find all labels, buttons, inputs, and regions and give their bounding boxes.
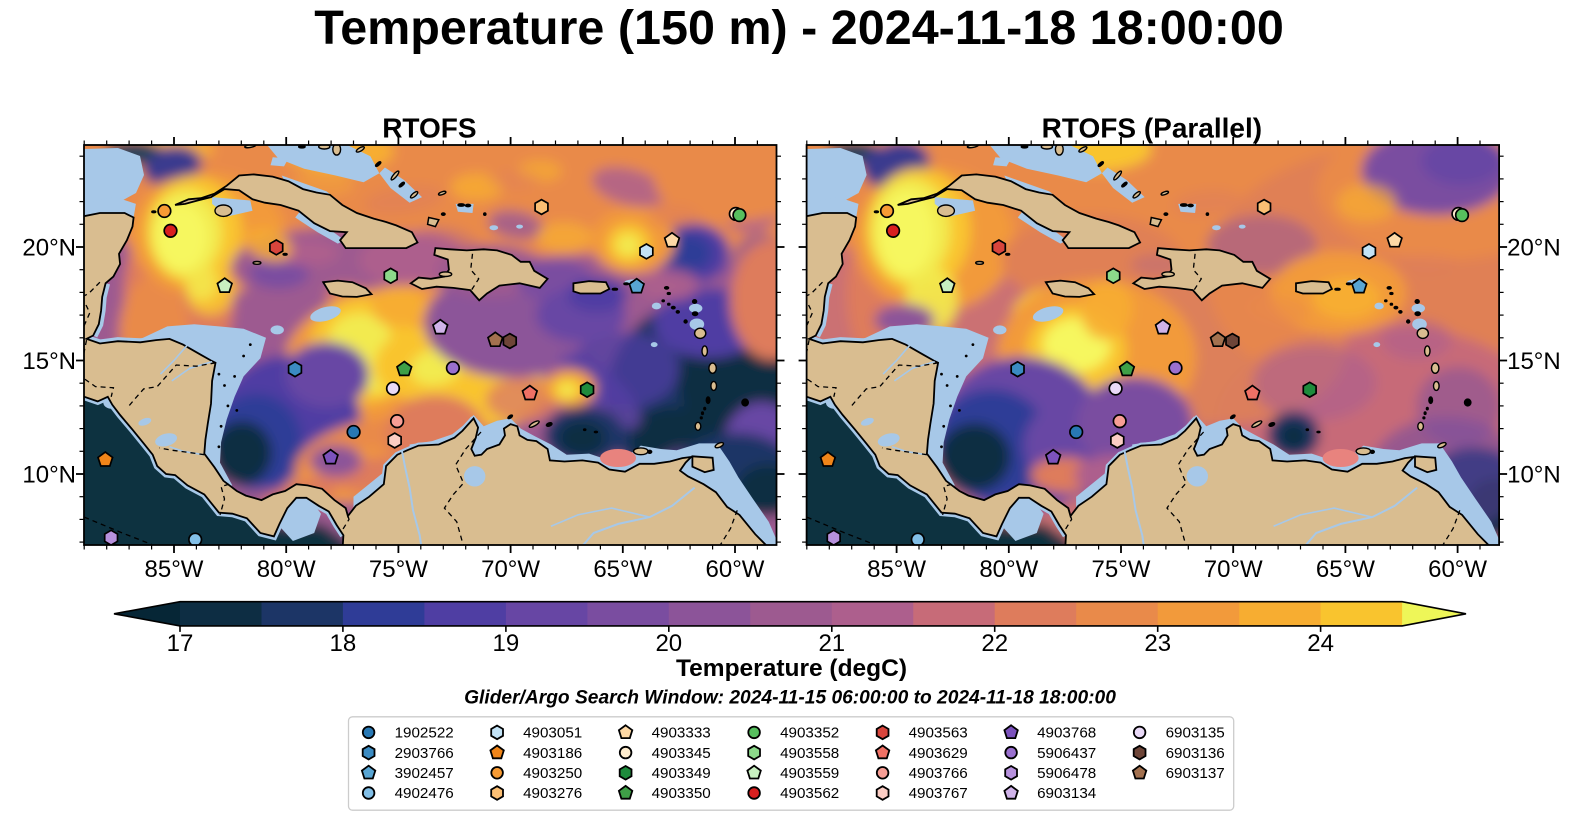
svg-text:15°N: 15°N <box>22 348 76 375</box>
svg-text:4903051: 4903051 <box>523 725 582 742</box>
svg-text:75°W: 75°W <box>369 556 428 583</box>
svg-text:85°W: 85°W <box>867 556 926 583</box>
svg-text:3902457: 3902457 <box>395 765 454 782</box>
svg-text:75°W: 75°W <box>1092 556 1151 583</box>
svg-text:6903134: 6903134 <box>1037 785 1096 802</box>
svg-text:80°W: 80°W <box>257 556 316 583</box>
svg-text:70°W: 70°W <box>481 556 540 583</box>
svg-text:20°N: 20°N <box>1507 235 1561 262</box>
svg-text:17: 17 <box>167 630 194 657</box>
svg-text:20°N: 20°N <box>22 235 76 262</box>
svg-text:4903558: 4903558 <box>780 745 839 762</box>
svg-text:65°W: 65°W <box>593 556 652 583</box>
svg-text:Temperature (degC): Temperature (degC) <box>676 655 907 682</box>
svg-text:5906437: 5906437 <box>1037 745 1096 762</box>
svg-text:4903559: 4903559 <box>780 765 839 782</box>
svg-text:6903135: 6903135 <box>1166 725 1225 742</box>
svg-text:4903349: 4903349 <box>652 765 711 782</box>
svg-text:10°N: 10°N <box>22 462 76 489</box>
svg-text:5906478: 5906478 <box>1037 765 1096 782</box>
svg-text:Glider/Argo Search Window: 202: Glider/Argo Search Window: 2024-11-15 06… <box>464 688 1116 709</box>
svg-text:60°W: 60°W <box>1428 556 1487 583</box>
svg-text:Temperature (150 m) - 2024-11-: Temperature (150 m) - 2024-11-18 18:00:0… <box>314 1 1284 55</box>
svg-text:4903333: 4903333 <box>652 725 711 742</box>
svg-text:4902476: 4902476 <box>395 785 454 802</box>
svg-text:22: 22 <box>981 630 1008 657</box>
svg-text:6903136: 6903136 <box>1166 745 1225 762</box>
svg-text:4903186: 4903186 <box>523 745 582 762</box>
svg-text:85°W: 85°W <box>145 556 204 583</box>
svg-text:60°W: 60°W <box>706 556 765 583</box>
svg-text:6903137: 6903137 <box>1166 765 1225 782</box>
svg-text:4903563: 4903563 <box>909 725 968 742</box>
svg-text:4903766: 4903766 <box>909 765 968 782</box>
svg-text:21: 21 <box>818 630 845 657</box>
svg-text:80°W: 80°W <box>979 556 1038 583</box>
svg-text:65°W: 65°W <box>1316 556 1375 583</box>
svg-text:4903767: 4903767 <box>909 785 968 802</box>
svg-text:2903766: 2903766 <box>395 745 454 762</box>
svg-text:4903345: 4903345 <box>652 745 711 762</box>
svg-text:4903352: 4903352 <box>780 725 839 742</box>
svg-text:RTOFS: RTOFS <box>382 113 476 144</box>
svg-text:4903250: 4903250 <box>523 765 582 782</box>
svg-text:4903276: 4903276 <box>523 785 582 802</box>
svg-text:70°W: 70°W <box>1204 556 1263 583</box>
svg-text:15°N: 15°N <box>1507 348 1561 375</box>
svg-text:20: 20 <box>655 630 682 657</box>
svg-text:19: 19 <box>493 630 520 657</box>
svg-text:RTOFS (Parallel): RTOFS (Parallel) <box>1042 113 1262 144</box>
svg-text:23: 23 <box>1144 630 1171 657</box>
svg-text:18: 18 <box>330 630 357 657</box>
svg-text:4903629: 4903629 <box>909 745 968 762</box>
svg-text:4903562: 4903562 <box>780 785 839 802</box>
svg-text:1902522: 1902522 <box>395 725 454 742</box>
svg-text:4903350: 4903350 <box>652 785 711 802</box>
svg-text:10°N: 10°N <box>1507 462 1561 489</box>
svg-text:4903768: 4903768 <box>1037 725 1096 742</box>
svg-text:24: 24 <box>1307 630 1334 657</box>
